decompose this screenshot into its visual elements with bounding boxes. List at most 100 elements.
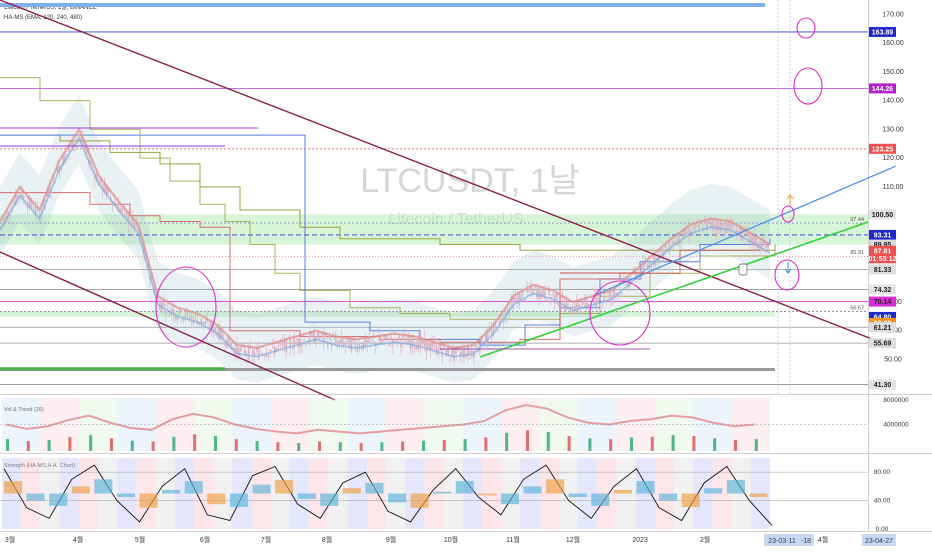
price-label-tag[interactable] (869, 379, 896, 390)
volume-bar (89, 435, 93, 451)
strength-stripe (587, 458, 593, 529)
highlight-circle[interactable] (796, 17, 816, 39)
price-label-text: 163.89 (872, 29, 894, 36)
price-label-tag[interactable] (869, 229, 896, 240)
price-label-tag[interactable] (869, 311, 896, 322)
price-label-tag[interactable] (869, 83, 896, 94)
annotations-layer (155, 17, 823, 348)
trend-stripe (189, 398, 194, 451)
price-label-tag[interactable] (869, 322, 896, 333)
candle-body (50, 191, 53, 194)
candle-body (701, 231, 704, 233)
candle-body (3, 219, 5, 222)
event-marker[interactable] (738, 263, 748, 276)
candle-body (467, 345, 469, 357)
price-label-tag[interactable] (869, 143, 896, 154)
candle-body (54, 181, 57, 184)
candle-body (538, 287, 540, 300)
candle-body (350, 340, 353, 352)
price-label-text: 61.21 (874, 325, 892, 332)
moving-average (0, 127, 771, 350)
candle-body (83, 146, 86, 150)
volume-bar (214, 435, 217, 451)
end-date-tag[interactable] (862, 534, 896, 546)
price-pane[interactable] (0, 0, 868, 394)
strength-pane-title[interactable]: Strength (HA-MS,H.A. Chart) (4, 463, 75, 469)
candle-body (619, 288, 621, 292)
volume-pane-title[interactable]: Vol & Trend (26) (4, 407, 44, 413)
highlight-circle[interactable] (589, 280, 651, 346)
strength-fill (568, 493, 587, 498)
candle-body (411, 335, 414, 347)
indicator-title[interactable]: HA-MS (EMA, 120, 240, 480) (4, 15, 82, 21)
strength-stripe (136, 458, 142, 529)
price-label-tag[interactable] (869, 209, 896, 220)
strength-fill (229, 493, 248, 507)
price-label-tag[interactable] (869, 239, 896, 250)
candle-body (180, 319, 183, 321)
candle-body (575, 300, 578, 312)
price-label-tag[interactable] (869, 284, 896, 295)
candle-body (524, 299, 527, 301)
candle-body (439, 344, 442, 351)
highlight-circle[interactable] (793, 67, 823, 105)
candle-body (516, 297, 519, 301)
candle-body (421, 339, 424, 345)
down-arrow-icon (784, 262, 792, 274)
x-tick-label: 9월 (386, 535, 396, 544)
strength-fill (636, 481, 655, 494)
candle-body (599, 305, 602, 307)
candle-body (447, 347, 450, 356)
price-label-tag[interactable] (869, 245, 896, 256)
price-label-text: 64.80 (874, 314, 892, 321)
candle-body (463, 348, 465, 358)
price-label-text: 81.33 (874, 267, 892, 274)
strength-stripe (472, 458, 478, 529)
candle-body (445, 350, 448, 357)
price-label-text: 89.95 (874, 242, 892, 249)
candle-body (468, 350, 471, 353)
candle-body (694, 223, 696, 231)
candle-body (557, 303, 560, 307)
strength-fill (410, 493, 429, 508)
candle-body (660, 246, 663, 252)
candle-body (62, 156, 65, 166)
price-label-tag[interactable] (869, 338, 896, 349)
price-label-tag[interactable] (869, 253, 896, 264)
descending-channel-lower[interactable] (0, 251, 336, 401)
descending-channel-upper[interactable] (0, 0, 896, 349)
price-label-tag[interactable] (869, 296, 896, 307)
highlight-circle[interactable] (155, 266, 217, 348)
trend-stripe (376, 398, 382, 451)
candle-body (66, 154, 69, 156)
candle-body (119, 208, 122, 213)
candle-body (583, 299, 586, 302)
candle-body (739, 225, 742, 237)
ascending-trendline[interactable] (479, 221, 869, 358)
candle-body (364, 337, 367, 347)
candle-body (699, 223, 702, 225)
candle-body (585, 297, 588, 306)
highlight-circle[interactable] (781, 205, 795, 223)
candle-body (741, 228, 744, 241)
support-zone (0, 311, 775, 317)
cursor-date-tag[interactable] (764, 534, 814, 546)
highlight-circle[interactable] (774, 259, 800, 291)
inline-level-label: 66.67 (850, 306, 864, 312)
candle-body (78, 134, 80, 137)
trend-stripe (544, 398, 550, 451)
volume-bar (588, 438, 592, 451)
candle-body (767, 245, 769, 249)
candle-body (668, 239, 671, 253)
candle-body (674, 241, 677, 245)
candle-body (324, 333, 327, 337)
price-label-tag[interactable] (869, 264, 896, 275)
trend-stripe (573, 398, 578, 451)
strength-stripe (314, 458, 319, 529)
candle-body (431, 341, 434, 350)
trend-stripe (712, 398, 718, 451)
trend-stripe (664, 398, 670, 451)
price-label-tag[interactable] (869, 26, 896, 37)
